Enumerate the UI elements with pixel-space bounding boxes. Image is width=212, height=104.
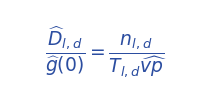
Text: $\dfrac{\widehat{D}_{l,d}}{\widehat{g}(0)} = \dfrac{n_{l,d}}{T_{l,d}\widehat{vp}: $\dfrac{\widehat{D}_{l,d}}{\widehat{g}(0… (45, 25, 167, 79)
